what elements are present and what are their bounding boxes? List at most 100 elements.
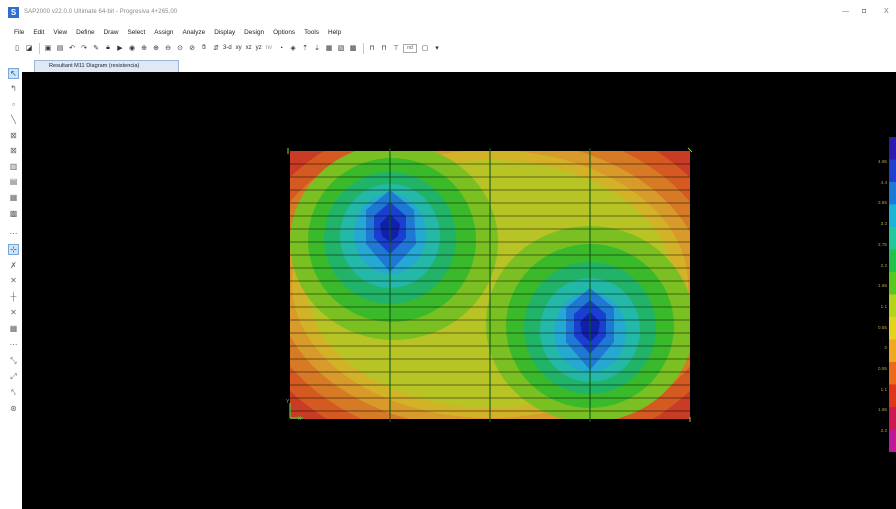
axis-y-label: Y xyxy=(286,399,290,405)
zoom-in-icon[interactable]: ⊕ xyxy=(153,45,159,52)
menu-edit[interactable]: Edit xyxy=(33,28,45,36)
clear-selection-icon[interactable]: ⤢ xyxy=(10,371,17,381)
legend-swatch xyxy=(889,159,896,183)
undo-icon[interactable]: ↶ xyxy=(69,45,75,52)
display-options-icon[interactable]: ▦ xyxy=(325,45,333,52)
draw-point-icon[interactable]: ▫ xyxy=(12,100,15,109)
show-deformed-icon[interactable]: ▧ xyxy=(337,45,345,52)
get-previous-icon[interactable]: ⤡ xyxy=(10,355,17,365)
close-button[interactable]: X xyxy=(884,8,889,15)
run-analysis-icon[interactable]: ▶ xyxy=(117,45,123,52)
menu-view[interactable]: View xyxy=(53,28,68,36)
menu-assign[interactable]: Assign xyxy=(154,28,174,36)
perspective-icon[interactable]: ◔ xyxy=(278,44,284,52)
legend-swatch xyxy=(889,429,896,452)
legend-label: 2.75 xyxy=(878,241,887,247)
run-step-icon[interactable]: ◉ xyxy=(128,45,136,52)
title-bar: S SAP2000 v22.0.0 Ultimate 64-bit - Prog… xyxy=(0,0,896,24)
menu-display[interactable]: Display xyxy=(214,28,236,36)
zoom-fit-icon[interactable]: ⊙ xyxy=(177,45,183,52)
area-icon[interactable]: ▢ xyxy=(421,45,429,52)
menu-design[interactable]: Design xyxy=(244,28,265,36)
legend-swatch xyxy=(889,384,896,408)
tab-resultant-m11-diagram[interactable]: Resultant M11 Diagram (resistencia) xyxy=(34,60,179,72)
snap-perpendicular-icon[interactable]: ┼ xyxy=(10,292,17,301)
view-3d-button[interactable]: 3-d xyxy=(223,45,232,51)
draw-cable-icon[interactable]: ⊠ xyxy=(10,146,17,155)
legend-label: 1.65 xyxy=(878,283,887,289)
intersecting-line-icon[interactable]: ⤣ xyxy=(11,387,16,397)
zoom-window-icon[interactable]: ⊕ xyxy=(141,45,147,52)
menu-draw[interactable]: Draw xyxy=(103,28,119,36)
frame-icon[interactable]: ⊓ xyxy=(369,45,375,52)
menu-define[interactable]: Define xyxy=(76,28,95,36)
legend-swatch xyxy=(889,182,896,205)
frame-multi-icon[interactable]: ⊓ xyxy=(381,45,387,52)
menu-help[interactable]: Help xyxy=(328,28,342,36)
legend-swatch xyxy=(889,407,896,430)
pan-icon[interactable]: ✋︎ xyxy=(202,44,206,51)
open-icon[interactable]: ◪ xyxy=(25,45,33,52)
legend-label: 1.1 xyxy=(880,386,887,392)
pointer-icon[interactable]: ↖ xyxy=(8,68,19,79)
legend-label: 3.85 xyxy=(878,200,887,206)
view-xy-button[interactable]: xy xyxy=(235,45,242,51)
stress-legend: 4.95 4.4 3.85 3.3 2.75 2.2 1.65 1.1 0.55 0 0.55 1.1… xyxy=(874,137,896,452)
draw-brace-icon[interactable]: ⊠ xyxy=(10,131,17,140)
print-icon[interactable]: ▤ xyxy=(56,45,64,52)
frame-corner-ticks xyxy=(287,147,693,422)
lock-icon[interactable]: 🔒︎ xyxy=(106,44,110,51)
legend-label: 0 xyxy=(884,345,887,351)
snap-fine-grid-icon[interactable]: ▦ xyxy=(9,324,18,333)
draw-solid-icon[interactable]: ▩ xyxy=(9,209,18,218)
legend-label: 2.2 xyxy=(880,262,887,268)
move-down-icon[interactable]: ⇣ xyxy=(314,45,320,52)
move-up-icon[interactable]: ⇡ xyxy=(302,45,308,52)
menu-select[interactable]: Select xyxy=(127,28,146,36)
menu-options[interactable]: Options xyxy=(273,28,296,36)
redo-icon[interactable]: ↷ xyxy=(81,45,87,52)
snap-intersections-icon[interactable]: ✕ xyxy=(10,276,17,285)
legend-label: 4.4 xyxy=(880,179,887,185)
maximize-button[interactable]: ◘ xyxy=(862,8,867,15)
separator-dots-icon: ⋯ xyxy=(9,229,18,238)
quick-draw-icon[interactable]: ⊛ xyxy=(10,404,17,413)
refresh-icon[interactable]: ✎ xyxy=(93,45,99,52)
minimize-button[interactable]: — xyxy=(842,8,849,15)
view-yz-button[interactable]: yz xyxy=(255,45,262,51)
legend-swatch xyxy=(889,272,896,295)
reshape-icon[interactable]: ↰ xyxy=(10,84,17,93)
sap2000-app-icon: S xyxy=(8,6,19,18)
frame-section-icon[interactable]: ⊤ xyxy=(392,45,400,52)
zoom-previous-icon[interactable]: ⊘ xyxy=(189,45,195,52)
legend-label: 1.65 xyxy=(878,407,887,413)
menu-tools[interactable]: Tools xyxy=(304,28,320,36)
zoom-out-icon[interactable]: ⊖ xyxy=(165,45,171,52)
draw-quad-area-icon[interactable]: ▦ xyxy=(9,193,18,202)
legend-color-bar xyxy=(889,137,896,452)
new-model-icon[interactable]: ▯ xyxy=(15,45,19,52)
rotate-icon[interactable]: ⇵ xyxy=(213,45,219,52)
view-xz-button[interactable]: xz xyxy=(245,45,252,51)
snap-lines-icon[interactable]: ✕ xyxy=(10,308,17,317)
save-icon[interactable]: ▣ xyxy=(44,45,52,52)
view-nv-button[interactable]: nv xyxy=(265,45,273,51)
snap-points-icon[interactable]: ⊹ xyxy=(8,244,19,255)
select-all-icon[interactable]: ⋯ xyxy=(9,340,18,349)
menu-analyze[interactable]: Analyze xyxy=(182,28,206,36)
draw-rect-area-icon[interactable]: ▤ xyxy=(9,177,18,186)
legend-swatch xyxy=(889,249,896,273)
shell-contour-plot: Y X xyxy=(286,147,693,422)
model-viewport[interactable]: Y X xyxy=(22,72,896,509)
nd-dropdown[interactable]: nd xyxy=(403,43,418,53)
show-forces-icon[interactable]: ▩ xyxy=(349,45,357,52)
chevron-down-icon[interactable]: ▾ xyxy=(435,45,439,52)
menu-file[interactable]: File xyxy=(14,28,25,36)
draw-area-icon[interactable]: ▥ xyxy=(9,162,18,171)
window-title: SAP2000 v22.0.0 Ultimate 64-bit - Progre… xyxy=(24,9,178,15)
global-axes-marker: Y X xyxy=(286,399,303,422)
draw-frame-icon[interactable]: ╲ xyxy=(11,115,16,124)
set-display-icon[interactable]: ◈ xyxy=(290,45,296,52)
snap-ends-icon[interactable]: ✗ xyxy=(10,261,17,270)
